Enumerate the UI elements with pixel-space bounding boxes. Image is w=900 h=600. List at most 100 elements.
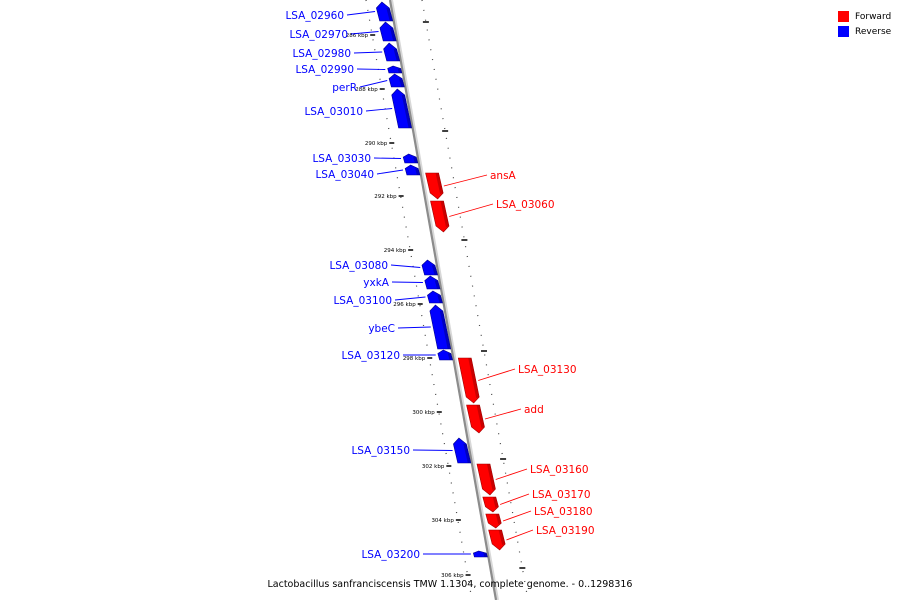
gene-label[interactable]: LSA_03030: [312, 153, 371, 165]
gene-arrow[interactable]: [472, 550, 488, 558]
gene-leader-line: [502, 510, 532, 522]
gene-shading: [440, 201, 449, 227]
gene-label[interactable]: LSA_03190: [536, 525, 595, 537]
tick-label: 296 kbp: [393, 302, 416, 308]
gene-shading: [476, 405, 485, 428]
gene-arrow[interactable]: [404, 164, 421, 176]
gene-label[interactable]: LSA_03010: [304, 106, 363, 118]
gene-lsa-02990[interactable]: LSA_02990: [295, 64, 403, 76]
gene-label[interactable]: LSA_02970: [289, 29, 348, 41]
gene-label[interactable]: LSA_03040: [315, 169, 374, 181]
legend-item-forward: Forward: [838, 9, 891, 24]
legend-item-reverse: Reverse: [838, 24, 891, 39]
gene-shading: [483, 553, 488, 557]
genome-caption: Lactobacillus sanfranciscensis TMW 1.130…: [267, 579, 633, 590]
gene-label[interactable]: LSA_03120: [341, 350, 400, 362]
gene-label[interactable]: perR: [332, 82, 357, 94]
gene-lsa-03200[interactable]: LSA_03200: [361, 549, 488, 561]
gene-label[interactable]: LSA_03150: [351, 445, 410, 457]
gene-leader-line: [499, 493, 530, 505]
gene-shading: [437, 295, 443, 303]
gene-leader-line: [356, 68, 386, 70]
gene-shading: [386, 8, 393, 21]
gene-lsa-03180[interactable]: LSA_03180: [485, 506, 593, 529]
gene-leader-line: [390, 264, 421, 268]
tick-label: 298 kbp: [403, 356, 426, 362]
gene-label[interactable]: LSA_03080: [329, 260, 388, 272]
scale-ticks: 286 kbp 288 kbp 290 kbp 292 kbp 294 kbp 296 k…: [346, 33, 471, 579]
gene-shading: [389, 28, 397, 41]
gene-shading: [495, 514, 502, 525]
legend-reverse-label: Reverse: [855, 26, 892, 37]
gene-shading: [393, 49, 400, 61]
gene-lsa-03120[interactable]: LSA_03120: [341, 349, 453, 362]
gene-lsa-03040[interactable]: LSA_03040: [315, 164, 421, 181]
gene-label[interactable]: LSA_03200: [361, 549, 420, 561]
gene-shading: [498, 530, 506, 545]
gene-lsa-02960[interactable]: LSA_02960: [285, 1, 394, 22]
gene-leader-line: [346, 11, 376, 16]
backbone-shadow: [390, 0, 499, 600]
gene-label[interactable]: LSA_03160: [530, 464, 589, 476]
gene-shading: [439, 311, 451, 349]
gene-ansa[interactable]: ansA: [425, 170, 517, 200]
genes: LSA_02960 LSA_02970 LSA_02980 LSA_02990 perR…: [285, 1, 595, 561]
gene-label[interactable]: LSA_03170: [532, 489, 591, 501]
gene-label[interactable]: ansA: [490, 170, 517, 182]
gene-lsa-03080[interactable]: LSA_03080: [329, 259, 438, 276]
gene-ybec[interactable]: ybeC: [368, 304, 452, 350]
reverse-swatch: [838, 26, 849, 37]
gene-add[interactable]: add: [466, 404, 544, 434]
tick-label: 302 kbp: [422, 464, 445, 470]
gene-lsa-02970[interactable]: LSA_02970: [289, 21, 397, 42]
gene-lsa-03100[interactable]: LSA_03100: [333, 290, 443, 307]
gene-lsa-03030[interactable]: LSA_03030: [312, 153, 419, 165]
gene-label[interactable]: LSA_03180: [534, 506, 593, 518]
gene-leader-line: [443, 174, 488, 187]
tick-label: 292 kbp: [374, 194, 397, 200]
gene-label[interactable]: ybeC: [368, 323, 395, 335]
gene-leader-line: [350, 31, 379, 35]
gene-label[interactable]: LSA_03060: [496, 199, 555, 211]
gene-lsa-03170[interactable]: LSA_03170: [482, 489, 591, 513]
gene-label[interactable]: add: [524, 404, 544, 416]
tick-label: 294 kbp: [384, 248, 407, 254]
gene-perr[interactable]: perR: [332, 73, 405, 94]
gene-leader-line: [373, 157, 402, 159]
gene-yxka[interactable]: yxkA: [363, 275, 441, 290]
gene-lsa-03060[interactable]: LSA_03060: [430, 199, 555, 233]
gene-label[interactable]: LSA_02980: [292, 48, 351, 60]
gene-shading: [415, 168, 420, 175]
gene-lsa-03130[interactable]: LSA_03130: [457, 357, 577, 404]
gene-shading: [399, 78, 405, 87]
gene-shading: [492, 497, 499, 508]
gene-lsa-03190[interactable]: LSA_03190: [488, 525, 595, 551]
gene-lsa-02980[interactable]: LSA_02980: [292, 42, 401, 62]
gene-shading: [463, 444, 471, 463]
gene-arrow[interactable]: [437, 349, 453, 361]
minor-ticks: [422, 21, 526, 569]
gene-label[interactable]: yxkA: [363, 277, 390, 289]
gene-leader-line: [376, 169, 404, 175]
legend-forward-label: Forward: [855, 11, 892, 22]
gene-lsa-03010[interactable]: LSA_03010: [304, 88, 412, 129]
gene-leader-line: [394, 296, 426, 301]
gene-leader-line: [397, 326, 431, 329]
gene-label[interactable]: LSA_02990: [295, 64, 354, 76]
gene-shading: [413, 157, 418, 163]
gene-leader-line: [495, 468, 528, 480]
gene-arrow[interactable]: [402, 153, 419, 164]
gene-label[interactable]: LSA_03130: [518, 364, 577, 376]
gene-lsa-03150[interactable]: LSA_03150: [351, 437, 472, 464]
tick-label: 300 kbp: [412, 410, 435, 416]
tick-label: 286 kbp: [346, 33, 369, 39]
gene-label[interactable]: LSA_03100: [333, 295, 392, 307]
gene-label[interactable]: LSA_02960: [285, 10, 344, 22]
gene-lsa-03160[interactable]: LSA_03160: [476, 463, 589, 496]
gene-shading: [431, 265, 438, 275]
gene-shading: [468, 358, 480, 398]
gene-shading: [401, 95, 412, 128]
gene-arrow[interactable]: [387, 65, 403, 74]
gene-shading: [434, 280, 441, 289]
